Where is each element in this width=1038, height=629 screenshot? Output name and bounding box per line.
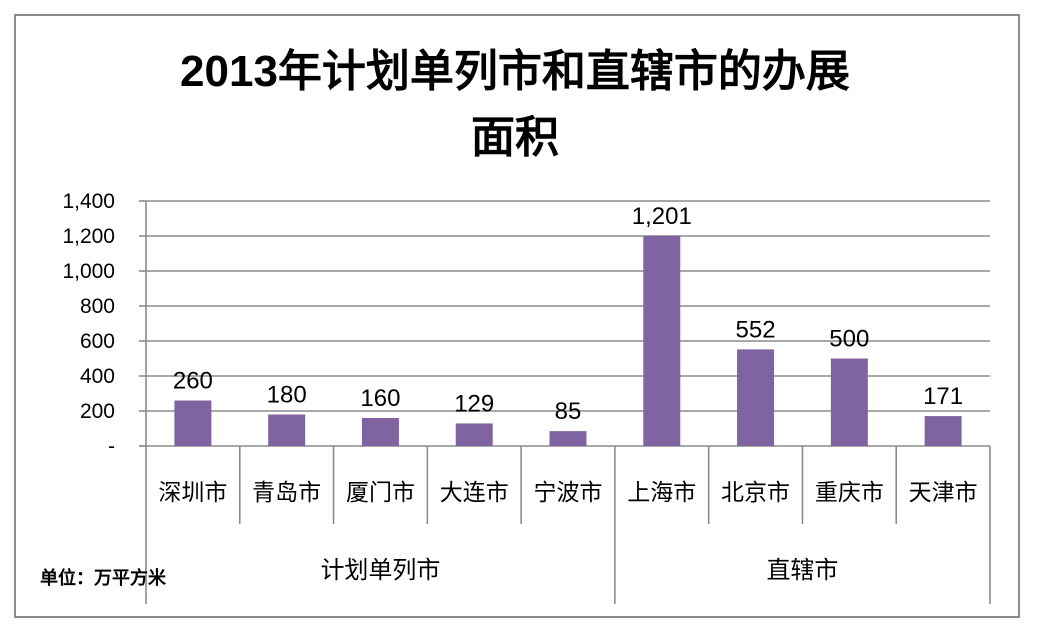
bar <box>268 414 306 446</box>
labels: - 200 400 600 800 1,000 1,200 1,400 260 深圳市 180 青岛市… <box>62 190 977 584</box>
bar <box>830 358 868 446</box>
bar <box>737 349 775 446</box>
chart-title-line-2: 面积 <box>471 113 559 162</box>
category-label: 青岛市 <box>252 480 321 506</box>
bar <box>361 418 399 446</box>
bars <box>174 235 962 446</box>
bar <box>455 423 493 446</box>
bar <box>643 235 681 446</box>
group-label: 直辖市 <box>766 556 838 584</box>
category-label: 深圳市 <box>158 480 227 506</box>
data-label: 171 <box>923 383 963 410</box>
category-label: 天津市 <box>909 480 978 506</box>
y-tick-label: 1,400 <box>62 190 115 213</box>
data-label: 500 <box>829 326 869 353</box>
group-label: 计划单列市 <box>320 556 440 584</box>
category-label: 重庆市 <box>815 480 884 506</box>
category-label: 厦门市 <box>346 480 415 506</box>
y-tick-label: 200 <box>80 400 115 423</box>
data-label: 1,201 <box>632 203 692 230</box>
category-label: 大连市 <box>440 480 509 506</box>
y-tick-label: - <box>108 435 115 458</box>
category-label: 宁波市 <box>534 480 603 506</box>
chart-frame <box>14 14 1020 618</box>
y-tick-label: 1,000 <box>62 260 115 283</box>
bar <box>924 416 962 446</box>
y-tick-label: 800 <box>80 295 115 318</box>
chart-title-line-1: 2013年计划单列市和直辖市的办展 <box>180 47 850 96</box>
category-label: 上海市 <box>627 480 696 506</box>
y-tick-label: 400 <box>80 365 115 388</box>
data-label: 260 <box>173 368 213 395</box>
data-label: 160 <box>360 385 400 412</box>
bar <box>549 431 587 446</box>
y-tick-label: 1,200 <box>62 225 115 248</box>
data-label: 552 <box>736 316 776 343</box>
data-label: 129 <box>454 390 494 417</box>
bar <box>174 400 212 446</box>
category-label: 北京市 <box>721 480 790 506</box>
data-label: 180 <box>267 382 307 409</box>
data-label: 85 <box>555 398 582 425</box>
y-tick-label: 600 <box>80 330 115 353</box>
unit-note: 单位：万平方米 <box>40 567 167 589</box>
